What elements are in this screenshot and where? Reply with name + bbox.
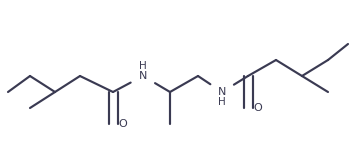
Text: N: N [139,71,147,81]
Text: H: H [139,61,147,71]
Text: H: H [218,97,226,107]
Text: O: O [119,119,127,129]
Text: O: O [254,103,262,113]
Text: N: N [218,87,226,97]
